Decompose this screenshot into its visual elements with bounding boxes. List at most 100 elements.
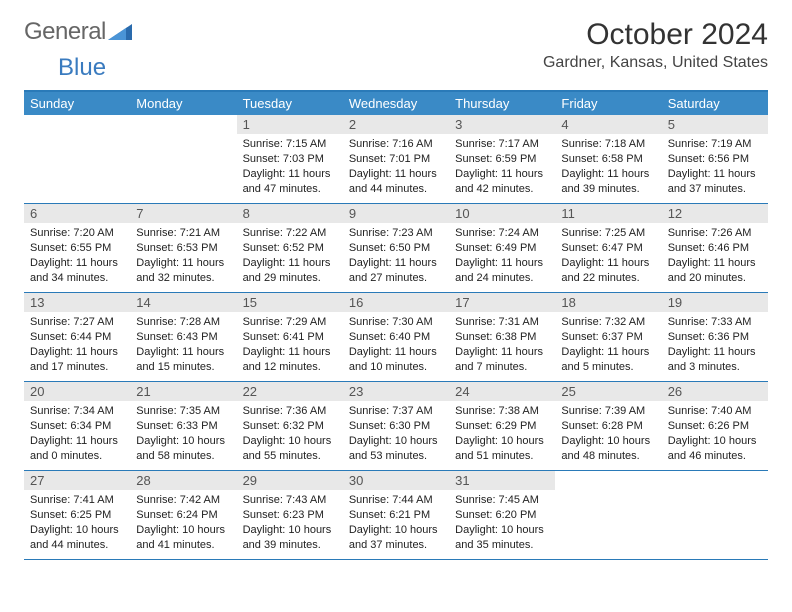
day-number: 19 bbox=[662, 293, 768, 312]
daylight-line1: Daylight: 10 hours bbox=[668, 434, 762, 449]
calendar-cell: 3Sunrise: 7:17 AMSunset: 6:59 PMDaylight… bbox=[449, 115, 555, 203]
day-number: 11 bbox=[555, 204, 661, 223]
calendar-cell: 24Sunrise: 7:38 AMSunset: 6:29 PMDayligh… bbox=[449, 382, 555, 470]
day-number: 27 bbox=[24, 471, 130, 490]
sunrise-text: Sunrise: 7:21 AM bbox=[136, 226, 230, 241]
daylight-line1: Daylight: 11 hours bbox=[349, 345, 443, 360]
day-body: Sunrise: 7:24 AMSunset: 6:49 PMDaylight:… bbox=[449, 223, 555, 290]
calendar-cell: 16Sunrise: 7:30 AMSunset: 6:40 PMDayligh… bbox=[343, 293, 449, 381]
logo-triangle-icon bbox=[108, 22, 134, 42]
daylight-line2: and 20 minutes. bbox=[668, 271, 762, 286]
sunrise-text: Sunrise: 7:22 AM bbox=[243, 226, 337, 241]
daylight-line2: and 48 minutes. bbox=[561, 449, 655, 464]
daylight-line1: Daylight: 11 hours bbox=[349, 167, 443, 182]
day-body: Sunrise: 7:38 AMSunset: 6:29 PMDaylight:… bbox=[449, 401, 555, 468]
day-body: Sunrise: 7:34 AMSunset: 6:34 PMDaylight:… bbox=[24, 401, 130, 468]
week-row: 20Sunrise: 7:34 AMSunset: 6:34 PMDayligh… bbox=[24, 382, 768, 471]
logo-text-blue: Blue bbox=[58, 54, 106, 81]
day-body: Sunrise: 7:22 AMSunset: 6:52 PMDaylight:… bbox=[237, 223, 343, 290]
sunset-text: Sunset: 6:49 PM bbox=[455, 241, 549, 256]
sunset-text: Sunset: 6:55 PM bbox=[30, 241, 124, 256]
daylight-line2: and 37 minutes. bbox=[668, 182, 762, 197]
calendar-cell: 20Sunrise: 7:34 AMSunset: 6:34 PMDayligh… bbox=[24, 382, 130, 470]
day-number: 5 bbox=[662, 115, 768, 134]
daylight-line1: Daylight: 10 hours bbox=[349, 523, 443, 538]
sunset-text: Sunset: 6:58 PM bbox=[561, 152, 655, 167]
daylight-line2: and 17 minutes. bbox=[30, 360, 124, 375]
sunrise-text: Sunrise: 7:37 AM bbox=[349, 404, 443, 419]
calendar-cell: 11Sunrise: 7:25 AMSunset: 6:47 PMDayligh… bbox=[555, 204, 661, 292]
calendar-cell-empty bbox=[662, 471, 768, 559]
day-body: Sunrise: 7:41 AMSunset: 6:25 PMDaylight:… bbox=[24, 490, 130, 557]
day-number: 3 bbox=[449, 115, 555, 134]
day-body: Sunrise: 7:27 AMSunset: 6:44 PMDaylight:… bbox=[24, 312, 130, 379]
day-body: Sunrise: 7:42 AMSunset: 6:24 PMDaylight:… bbox=[130, 490, 236, 557]
sunset-text: Sunset: 6:23 PM bbox=[243, 508, 337, 523]
day-number: 30 bbox=[343, 471, 449, 490]
sunrise-text: Sunrise: 7:27 AM bbox=[30, 315, 124, 330]
calendar-cell: 19Sunrise: 7:33 AMSunset: 6:36 PMDayligh… bbox=[662, 293, 768, 381]
day-body: Sunrise: 7:18 AMSunset: 6:58 PMDaylight:… bbox=[555, 134, 661, 201]
daylight-line1: Daylight: 11 hours bbox=[243, 345, 337, 360]
daylight-line1: Daylight: 10 hours bbox=[243, 434, 337, 449]
daylight-line1: Daylight: 11 hours bbox=[136, 256, 230, 271]
day-number: 26 bbox=[662, 382, 768, 401]
sunrise-text: Sunrise: 7:35 AM bbox=[136, 404, 230, 419]
calendar-cell: 17Sunrise: 7:31 AMSunset: 6:38 PMDayligh… bbox=[449, 293, 555, 381]
daylight-line1: Daylight: 11 hours bbox=[455, 345, 549, 360]
sunset-text: Sunset: 6:47 PM bbox=[561, 241, 655, 256]
daylight-line2: and 12 minutes. bbox=[243, 360, 337, 375]
sunset-text: Sunset: 6:43 PM bbox=[136, 330, 230, 345]
daylight-line1: Daylight: 11 hours bbox=[668, 345, 762, 360]
day-body: Sunrise: 7:45 AMSunset: 6:20 PMDaylight:… bbox=[449, 490, 555, 557]
daylight-line1: Daylight: 11 hours bbox=[561, 256, 655, 271]
day-number: 4 bbox=[555, 115, 661, 134]
calendar-cell: 10Sunrise: 7:24 AMSunset: 6:49 PMDayligh… bbox=[449, 204, 555, 292]
sunset-text: Sunset: 6:36 PM bbox=[668, 330, 762, 345]
daylight-line2: and 41 minutes. bbox=[136, 538, 230, 553]
sunset-text: Sunset: 6:33 PM bbox=[136, 419, 230, 434]
sunset-text: Sunset: 6:59 PM bbox=[455, 152, 549, 167]
sunrise-text: Sunrise: 7:45 AM bbox=[455, 493, 549, 508]
sunrise-text: Sunrise: 7:18 AM bbox=[561, 137, 655, 152]
day-number: 24 bbox=[449, 382, 555, 401]
sunset-text: Sunset: 6:46 PM bbox=[668, 241, 762, 256]
day-number: 12 bbox=[662, 204, 768, 223]
day-body: Sunrise: 7:39 AMSunset: 6:28 PMDaylight:… bbox=[555, 401, 661, 468]
daylight-line1: Daylight: 11 hours bbox=[455, 167, 549, 182]
sunrise-text: Sunrise: 7:28 AM bbox=[136, 315, 230, 330]
calendar-cell: 14Sunrise: 7:28 AMSunset: 6:43 PMDayligh… bbox=[130, 293, 236, 381]
day-number: 6 bbox=[24, 204, 130, 223]
daylight-line2: and 32 minutes. bbox=[136, 271, 230, 286]
dow-monday: Monday bbox=[130, 92, 236, 115]
day-number: 9 bbox=[343, 204, 449, 223]
week-row: 13Sunrise: 7:27 AMSunset: 6:44 PMDayligh… bbox=[24, 293, 768, 382]
sunrise-text: Sunrise: 7:15 AM bbox=[243, 137, 337, 152]
day-body: Sunrise: 7:44 AMSunset: 6:21 PMDaylight:… bbox=[343, 490, 449, 557]
day-number: 28 bbox=[130, 471, 236, 490]
calendar-cell: 22Sunrise: 7:36 AMSunset: 6:32 PMDayligh… bbox=[237, 382, 343, 470]
calendar-cell-empty bbox=[130, 115, 236, 203]
sunset-text: Sunset: 7:01 PM bbox=[349, 152, 443, 167]
daylight-line2: and 0 minutes. bbox=[30, 449, 124, 464]
sunrise-text: Sunrise: 7:44 AM bbox=[349, 493, 443, 508]
calendar-cell-empty bbox=[555, 471, 661, 559]
daylight-line2: and 39 minutes. bbox=[243, 538, 337, 553]
daylight-line2: and 34 minutes. bbox=[30, 271, 124, 286]
daylight-line2: and 7 minutes. bbox=[455, 360, 549, 375]
sunrise-text: Sunrise: 7:34 AM bbox=[30, 404, 124, 419]
daylight-line2: and 47 minutes. bbox=[243, 182, 337, 197]
day-body: Sunrise: 7:20 AMSunset: 6:55 PMDaylight:… bbox=[24, 223, 130, 290]
day-number: 29 bbox=[237, 471, 343, 490]
day-number: 7 bbox=[130, 204, 236, 223]
dow-saturday: Saturday bbox=[662, 92, 768, 115]
daylight-line2: and 51 minutes. bbox=[455, 449, 549, 464]
calendar-cell: 9Sunrise: 7:23 AMSunset: 6:50 PMDaylight… bbox=[343, 204, 449, 292]
sunrise-text: Sunrise: 7:39 AM bbox=[561, 404, 655, 419]
daylight-line1: Daylight: 10 hours bbox=[561, 434, 655, 449]
calendar-cell: 6Sunrise: 7:20 AMSunset: 6:55 PMDaylight… bbox=[24, 204, 130, 292]
daylight-line1: Daylight: 11 hours bbox=[136, 345, 230, 360]
day-body: Sunrise: 7:32 AMSunset: 6:37 PMDaylight:… bbox=[555, 312, 661, 379]
day-body: Sunrise: 7:37 AMSunset: 6:30 PMDaylight:… bbox=[343, 401, 449, 468]
dow-wednesday: Wednesday bbox=[343, 92, 449, 115]
